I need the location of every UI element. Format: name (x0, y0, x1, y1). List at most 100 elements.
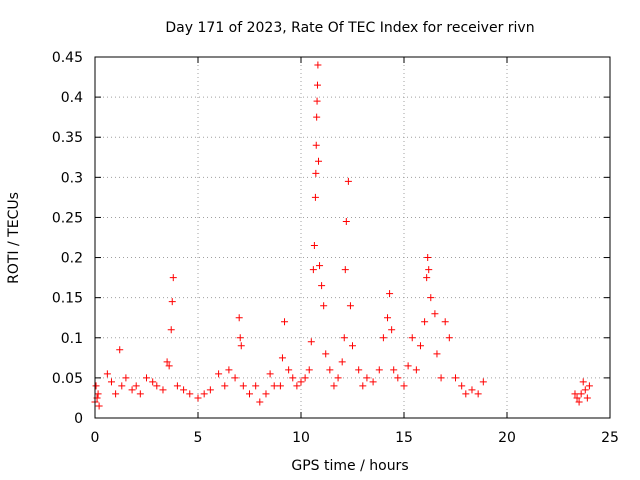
data-point (122, 374, 130, 382)
data-point (346, 302, 354, 310)
data-point (305, 366, 313, 374)
data-point (149, 378, 157, 386)
data-point (95, 402, 103, 410)
data-point (349, 342, 356, 350)
data-point (301, 374, 309, 382)
data-point (322, 350, 330, 358)
data-point (386, 290, 394, 298)
data-point (236, 334, 244, 342)
data-point (206, 386, 214, 394)
data-point (421, 318, 429, 326)
plot-frame (94, 56, 611, 419)
data-point (423, 274, 431, 282)
data-point (163, 358, 171, 366)
data-point (458, 382, 466, 390)
data-point (408, 334, 416, 342)
data-point (404, 362, 412, 370)
data-point (312, 169, 320, 177)
data-point (266, 370, 274, 378)
data-point (579, 378, 587, 386)
data-point (278, 354, 286, 362)
data-point (165, 362, 173, 370)
data-point (311, 193, 319, 201)
data-point (313, 113, 321, 121)
data-point (394, 374, 402, 382)
data-point (379, 334, 387, 342)
data-point (344, 177, 352, 185)
data-point (359, 382, 367, 390)
data-point (314, 61, 322, 69)
data-point (107, 378, 115, 386)
data-point (252, 382, 260, 390)
data-point (239, 382, 247, 390)
y-tick-label: 0.4 (61, 90, 83, 106)
data-point (168, 298, 176, 306)
data-point (577, 390, 585, 398)
data-point (437, 374, 445, 382)
y-axis-label: ROTI / TECUs (6, 192, 22, 284)
data-point (313, 81, 321, 89)
data-point (583, 394, 591, 402)
data-point (441, 318, 449, 326)
data-point (103, 370, 111, 378)
data-point (384, 314, 392, 322)
data-point (573, 394, 581, 402)
x-tick-label: 15 (395, 430, 413, 446)
data-point (237, 342, 245, 350)
data-point (143, 374, 150, 382)
axis-ticks: 0 5 10 15 20 25 0 0.05 0.1 0.15 0.2 0.25 0.3 0.35 0.4 0… (52, 50, 619, 446)
data-point (334, 374, 342, 382)
data-point (462, 390, 470, 398)
data-point (153, 382, 161, 390)
y-tick-label: 0.3 (61, 170, 83, 186)
data-point (338, 358, 346, 366)
data-point (427, 294, 435, 302)
data-point (128, 386, 136, 394)
data-point (369, 378, 377, 386)
data-point (340, 334, 348, 342)
data-point (136, 390, 144, 398)
data-point (375, 366, 383, 374)
data-point (132, 382, 140, 390)
data-point (313, 97, 321, 105)
data-point (571, 390, 579, 398)
y-tick-label: 0 (74, 411, 83, 427)
data-point (246, 390, 253, 398)
data-points (91, 61, 593, 410)
y-tick-label: 0.15 (52, 291, 83, 307)
data-point (235, 314, 243, 322)
data-point (400, 382, 408, 390)
data-point (186, 390, 194, 398)
data-point (262, 390, 270, 398)
data-point (225, 366, 233, 374)
data-point (312, 141, 320, 149)
data-point (581, 386, 589, 394)
data-point (309, 266, 317, 274)
y-tick-label: 0.35 (52, 130, 83, 146)
data-point (412, 366, 420, 374)
data-point (194, 394, 202, 402)
data-point (173, 382, 181, 390)
data-point (169, 274, 177, 282)
data-point (474, 390, 482, 398)
data-point (390, 366, 398, 374)
data-point (159, 386, 167, 394)
data-point (468, 386, 476, 394)
data-point (289, 374, 297, 382)
data-point (180, 386, 188, 394)
data-point (326, 366, 334, 374)
data-point (341, 266, 349, 274)
data-point (363, 374, 371, 382)
chart-title: Day 171 of 2023, Rate Of TEC Index for r… (165, 20, 534, 36)
data-point (276, 382, 284, 390)
data-point (355, 366, 363, 374)
data-point (167, 326, 175, 334)
data-point (479, 378, 487, 386)
y-tick-label: 0.45 (52, 50, 83, 66)
x-tick-label: 5 (194, 430, 203, 446)
data-point (215, 370, 223, 378)
data-point (318, 282, 326, 290)
data-point (92, 382, 100, 390)
data-point (112, 390, 120, 398)
data-point (320, 302, 328, 310)
